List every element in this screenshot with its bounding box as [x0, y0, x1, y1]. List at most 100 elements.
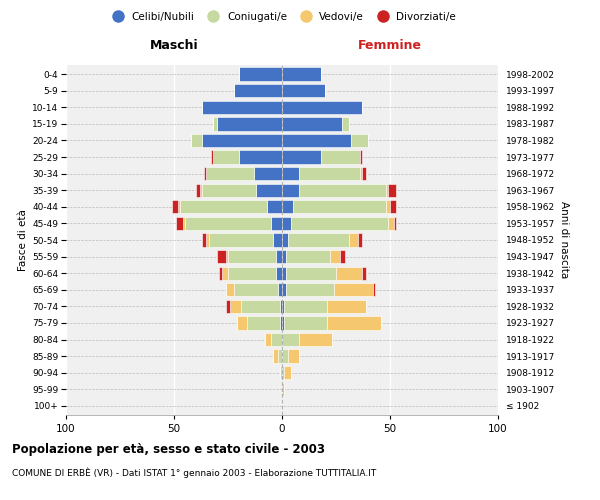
- Bar: [204, 167, 206, 180]
- Bar: [334, 283, 373, 296]
- Bar: [213, 118, 217, 130]
- Bar: [221, 266, 228, 280]
- Bar: [282, 150, 321, 164]
- Bar: [206, 167, 254, 180]
- Bar: [329, 250, 340, 263]
- Bar: [284, 300, 328, 313]
- Bar: [299, 333, 332, 346]
- Bar: [282, 68, 321, 81]
- Bar: [254, 167, 282, 180]
- Text: COMUNE DI ERBÈ (VR) - Dati ISTAT 1° gennaio 2003 - Elaborazione TUTTITALIA.IT: COMUNE DI ERBÈ (VR) - Dati ISTAT 1° genn…: [12, 468, 376, 478]
- Bar: [282, 167, 299, 180]
- Bar: [336, 266, 362, 280]
- Bar: [181, 200, 267, 213]
- Bar: [265, 333, 271, 346]
- Bar: [358, 234, 362, 246]
- Bar: [236, 316, 247, 330]
- Bar: [217, 118, 282, 130]
- Bar: [299, 167, 360, 180]
- Bar: [343, 118, 349, 130]
- Bar: [362, 167, 366, 180]
- Bar: [211, 150, 213, 164]
- Bar: [282, 234, 289, 246]
- Bar: [282, 350, 289, 362]
- Bar: [274, 350, 278, 362]
- Bar: [321, 150, 360, 164]
- Bar: [271, 333, 282, 346]
- Bar: [282, 134, 351, 147]
- Y-axis label: Anni di nascita: Anni di nascita: [559, 202, 569, 278]
- Bar: [293, 200, 386, 213]
- Bar: [351, 134, 368, 147]
- Bar: [290, 217, 388, 230]
- Bar: [394, 217, 397, 230]
- Bar: [226, 283, 235, 296]
- Bar: [185, 217, 271, 230]
- Bar: [289, 350, 299, 362]
- Bar: [386, 200, 390, 213]
- Bar: [282, 333, 299, 346]
- Bar: [275, 266, 282, 280]
- Bar: [230, 300, 241, 313]
- Bar: [282, 84, 325, 98]
- Bar: [256, 184, 282, 197]
- Bar: [172, 200, 178, 213]
- Text: Maschi: Maschi: [149, 38, 199, 52]
- Bar: [196, 184, 200, 197]
- Bar: [247, 316, 280, 330]
- Bar: [340, 250, 344, 263]
- Bar: [176, 217, 182, 230]
- Bar: [235, 84, 282, 98]
- Bar: [286, 250, 329, 263]
- Bar: [200, 184, 202, 197]
- Bar: [388, 217, 394, 230]
- Y-axis label: Fasce di età: Fasce di età: [18, 209, 28, 271]
- Bar: [280, 300, 282, 313]
- Bar: [284, 316, 328, 330]
- Bar: [267, 200, 282, 213]
- Bar: [274, 234, 282, 246]
- Bar: [241, 300, 280, 313]
- Bar: [282, 184, 299, 197]
- Bar: [209, 234, 274, 246]
- Bar: [284, 366, 290, 380]
- Bar: [191, 134, 202, 147]
- Text: Popolazione per età, sesso e stato civile - 2003: Popolazione per età, sesso e stato civil…: [12, 442, 325, 456]
- Bar: [282, 200, 293, 213]
- Bar: [360, 167, 362, 180]
- Bar: [220, 266, 221, 280]
- Bar: [282, 250, 286, 263]
- Bar: [299, 184, 386, 197]
- Bar: [328, 316, 382, 330]
- Bar: [282, 118, 343, 130]
- Bar: [360, 150, 362, 164]
- Bar: [202, 184, 256, 197]
- Bar: [213, 150, 239, 164]
- Bar: [202, 134, 282, 147]
- Bar: [373, 283, 375, 296]
- Bar: [278, 283, 282, 296]
- Bar: [282, 316, 284, 330]
- Bar: [328, 300, 366, 313]
- Bar: [235, 283, 278, 296]
- Bar: [388, 184, 397, 197]
- Bar: [271, 217, 282, 230]
- Bar: [362, 266, 366, 280]
- Bar: [282, 217, 290, 230]
- Bar: [282, 300, 284, 313]
- Bar: [282, 283, 286, 296]
- Bar: [390, 200, 397, 213]
- Bar: [280, 316, 282, 330]
- Bar: [178, 200, 181, 213]
- Bar: [349, 234, 358, 246]
- Bar: [280, 366, 282, 380]
- Bar: [202, 100, 282, 114]
- Bar: [228, 250, 275, 263]
- Bar: [239, 68, 282, 81]
- Bar: [278, 350, 282, 362]
- Bar: [282, 382, 284, 396]
- Bar: [386, 184, 388, 197]
- Bar: [239, 150, 282, 164]
- Legend: Celibi/Nubili, Coniugati/e, Vedovi/e, Divorziati/e: Celibi/Nubili, Coniugati/e, Vedovi/e, Di…: [104, 8, 460, 26]
- Bar: [202, 234, 206, 246]
